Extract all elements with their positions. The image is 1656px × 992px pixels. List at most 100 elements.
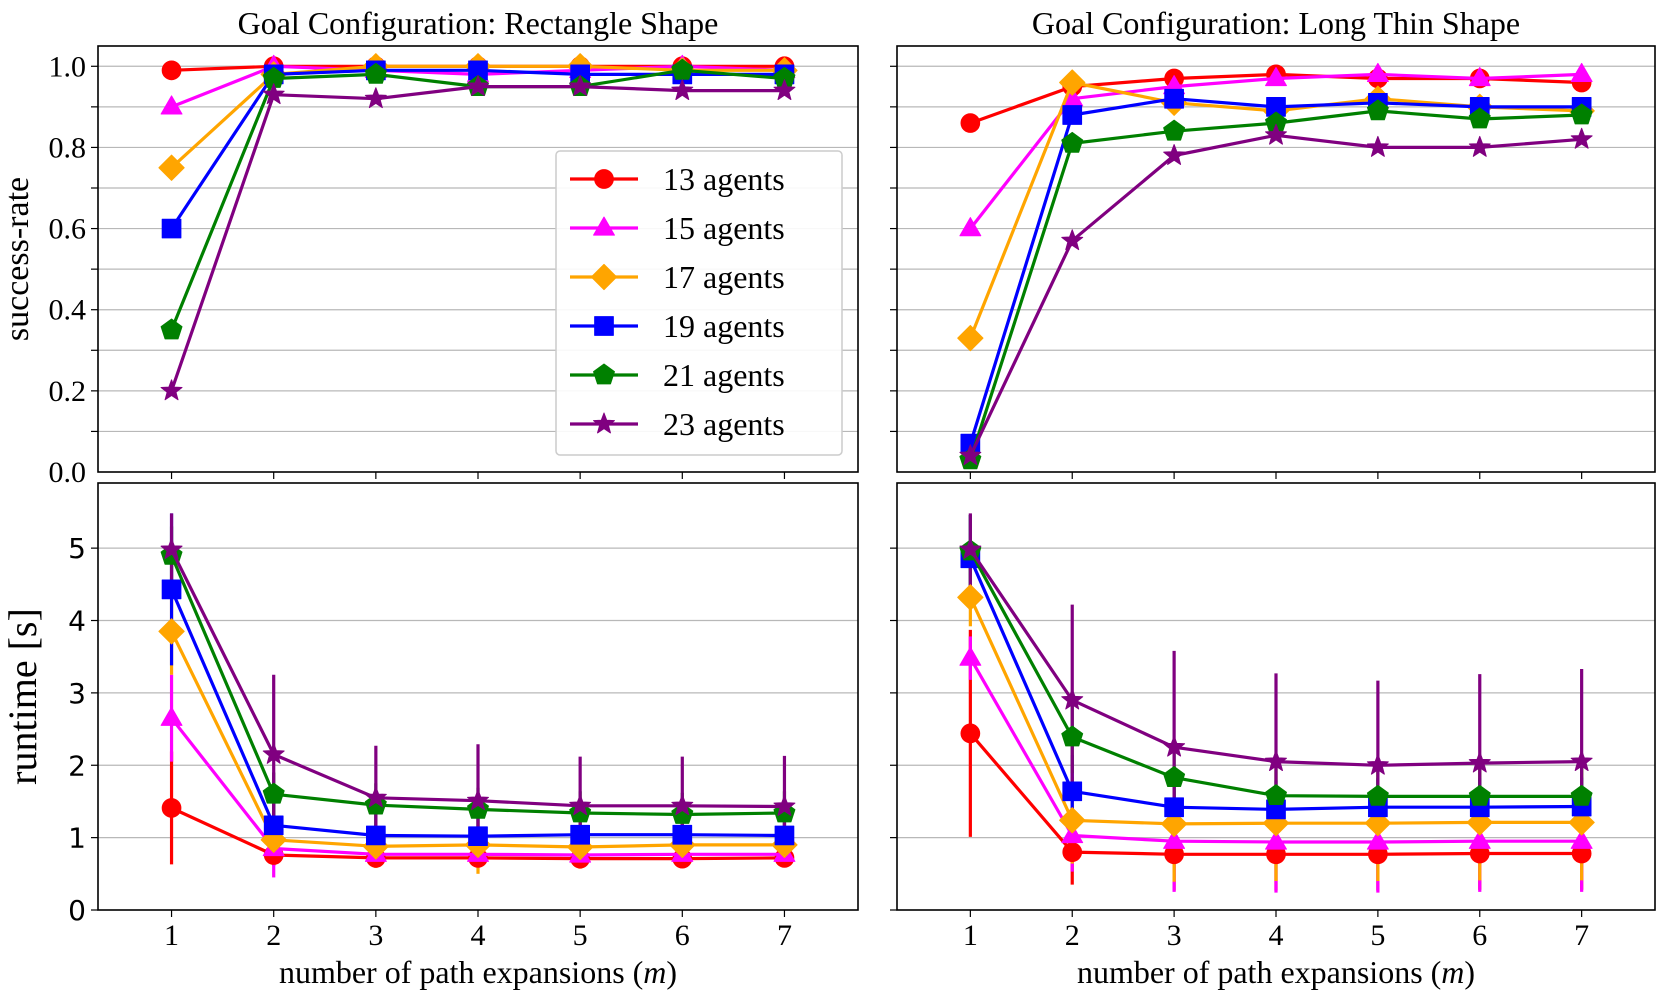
data-point-5: [1570, 103, 1593, 125]
data-point-2: [959, 217, 982, 237]
panel-success-1: 0.0 0.2 0.4 0.6 0.8 1.0 Goal Configuration: Re…: [49, 5, 859, 489]
y-tick-label: 0.8: [49, 131, 87, 164]
y-axis-label: runtime [s]: [0, 608, 45, 785]
x-tick-label: 4: [471, 919, 486, 952]
data-point-5: [1570, 784, 1593, 806]
legend-label: 23 agents: [663, 406, 785, 442]
data-point-6: [773, 795, 796, 816]
y-tick-label: 0.6: [49, 213, 87, 246]
x-axis-label-text: number of path expansions (: [1077, 954, 1441, 990]
data-point-5: [1061, 131, 1084, 153]
x-tick-label: 1: [963, 919, 978, 952]
legend-item-1: 13 agents: [570, 161, 785, 197]
x-tick-label: 1: [164, 919, 179, 952]
y-tick-label: 2: [68, 749, 86, 782]
data-point-3: [1059, 69, 1086, 96]
data-point-6: [569, 794, 592, 816]
data-point-5: [1265, 784, 1287, 806]
data-point-2: [1061, 823, 1084, 844]
data-point-6: [160, 379, 183, 401]
data-point-4: [570, 824, 591, 845]
x-axis-label-var: m: [643, 954, 666, 990]
data-point-2: [1366, 830, 1389, 850]
series-line-6: [968, 133, 1582, 457]
legend-marker-3: [590, 263, 618, 291]
x-axis-label: number of path expansions (m): [1077, 954, 1475, 990]
legend-label: 21 agents: [663, 357, 785, 393]
y-tick-label: 0.4: [49, 294, 87, 327]
x-axis-label-var: m: [1441, 954, 1464, 990]
data-point-6: [364, 786, 387, 808]
y-tick-label: 1.0: [49, 50, 87, 83]
x-axis-label-text: number of path expansions (: [279, 954, 643, 990]
data-point-5: [1468, 784, 1491, 806]
data-point-3: [1059, 807, 1086, 834]
data-point-2: [1366, 62, 1389, 83]
data-point-6: [1163, 144, 1186, 165]
x-tick-label: 7: [777, 919, 792, 952]
legend-marker-2: [593, 216, 615, 236]
y-tick-label: 0: [68, 894, 86, 927]
legend: 13 agents 15 agents 17 agents 19 agents 21 a…: [555, 150, 843, 456]
data-point-2: [1468, 66, 1491, 87]
data-point-5: [1366, 784, 1389, 806]
x-tick-label: 2: [1065, 919, 1080, 952]
data-point-5: [1468, 107, 1491, 129]
data-point-3: [158, 618, 185, 645]
panel-title: Goal Configuration: Rectangle Shape: [238, 5, 719, 41]
data-point-6: [959, 444, 982, 466]
data-point-2: [1570, 829, 1593, 849]
x-tick-label: 2: [266, 919, 281, 952]
data-point-5: [1163, 766, 1186, 787]
data-point-4: [468, 60, 488, 81]
data-point-5: [1061, 725, 1084, 747]
data-point-6: [160, 538, 183, 559]
series-line-4: [968, 97, 1582, 445]
y-tick-label: 0.0: [49, 456, 87, 489]
data-point-2: [1265, 66, 1287, 87]
legend-marker-1: [594, 169, 614, 189]
data-point-2: [160, 706, 183, 726]
data-point-5: [364, 62, 387, 84]
data-point-3: [957, 584, 984, 611]
data-point-2: [1570, 62, 1593, 83]
data-point-4: [1062, 781, 1083, 802]
data-point-4: [1062, 105, 1083, 125]
data-point-2: [1468, 829, 1491, 849]
legend-label: 19 agents: [663, 308, 785, 344]
x-tick-label: 3: [368, 919, 383, 952]
data-point-4: [774, 825, 795, 846]
panel-title: Goal Configuration: Long Thin Shape: [1032, 5, 1520, 41]
x-tick-label: 6: [675, 919, 690, 952]
data-point-1: [1062, 842, 1083, 862]
legend-marker-5: [593, 363, 615, 385]
data-point-4: [468, 826, 488, 847]
data-point-6: [467, 789, 489, 811]
data-point-6: [1366, 753, 1389, 775]
series-line-5: [968, 109, 1582, 461]
data-point-4: [263, 815, 284, 836]
data-point-6: [773, 79, 796, 101]
data-point-1: [161, 60, 182, 81]
y-tick-label: 5: [68, 532, 86, 565]
panel-runtime-1: 0 1 2 3 4 5 1 2 3 4 5 6 7: [68, 482, 859, 952]
data-point-1: [161, 798, 182, 818]
data-point-2: [959, 646, 982, 666]
data-point-5: [1366, 99, 1389, 121]
data-point-4: [365, 825, 386, 846]
data-point-6: [569, 75, 592, 96]
x-tick-label: 4: [1269, 919, 1284, 952]
data-point-6: [671, 79, 694, 101]
data-point-6: [1468, 135, 1491, 157]
data-point-6: [671, 794, 694, 816]
x-tick-label: 3: [1167, 919, 1182, 952]
legend-item-2: 15 agents: [570, 210, 785, 246]
y-tick-label: 0.2: [49, 375, 87, 408]
data-point-6: [1570, 127, 1593, 149]
data-point-6: [1061, 229, 1084, 251]
panel-success-2: Goal Configuration: Long Thin Shape: [890, 5, 1656, 479]
x-tick-label: 7: [1574, 919, 1589, 952]
legend-item-6: 23 agents: [570, 406, 785, 442]
data-point-6: [1163, 735, 1186, 757]
